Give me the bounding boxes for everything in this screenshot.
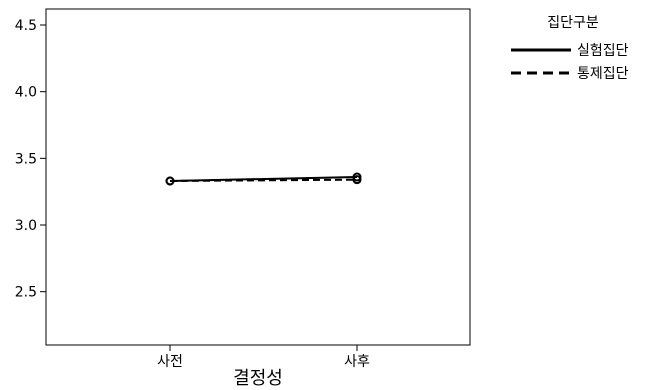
series-2-point: [352, 175, 362, 185]
x-tick-label: 사전: [157, 354, 183, 370]
series-layer: [165, 172, 362, 186]
plot-frame: [45, 8, 471, 346]
x-axis-ticks: 사전 사후: [157, 345, 370, 370]
y-axis-ticks: 2.5 3.0 3.5 4.0 4.5: [15, 18, 46, 301]
series-line-1: [169, 176, 358, 182]
legend-label-1: 실험집단: [577, 43, 629, 59]
y-tick-label: 4.5: [15, 18, 37, 34]
y-tick-label: 3.5: [15, 151, 37, 167]
x-axis-title: 결정성: [233, 368, 283, 389]
y-tick-label: 3.0: [15, 218, 37, 234]
x-tick-label: 사후: [344, 354, 370, 370]
series-2-point: [165, 176, 175, 186]
y-tick-label: 2.5: [15, 285, 37, 301]
series-line-2: [169, 178, 358, 182]
y-tick-label: 4.0: [15, 85, 37, 101]
legend-label-2: 통제집단: [577, 66, 629, 82]
legend-title: 집단구분: [547, 15, 599, 31]
